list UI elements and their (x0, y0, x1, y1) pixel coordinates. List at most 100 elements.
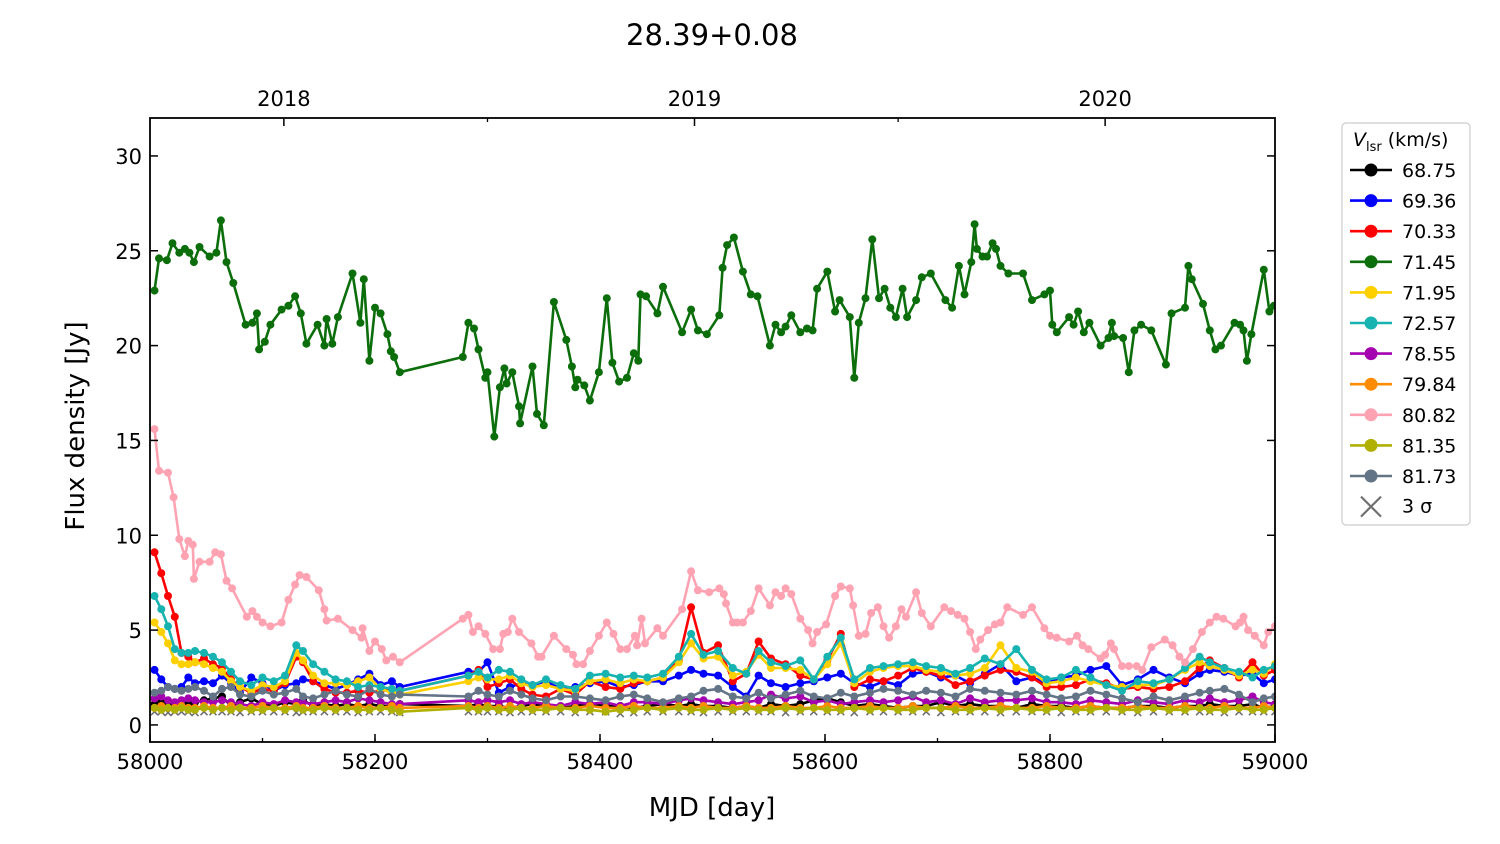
data-point (1132, 662, 1141, 671)
legend-cross-icon (1360, 495, 1382, 518)
data-point (395, 658, 404, 667)
data-point (630, 631, 639, 640)
data-point (1065, 313, 1074, 322)
data-point (292, 679, 301, 688)
series-layer (150, 216, 1275, 718)
data-point (1124, 368, 1133, 377)
data-point (601, 707, 610, 716)
data-point (1165, 705, 1174, 714)
data-point (699, 686, 708, 695)
data-point (228, 584, 237, 593)
data-point (252, 309, 261, 318)
data-point (313, 320, 322, 329)
data-point (1187, 275, 1196, 284)
data-point (845, 584, 854, 593)
data-point (269, 690, 278, 699)
data-point (966, 628, 975, 636)
data-point (781, 584, 790, 593)
axes: 58000 58200 58400 58600 58800 59000 0 5 10 15 20 25… (115, 87, 1308, 774)
data-point (494, 675, 503, 684)
data-point (1181, 303, 1189, 312)
data-point (227, 677, 235, 686)
data-point (868, 235, 877, 244)
data-point (236, 690, 244, 699)
data-point (980, 654, 989, 663)
data-point (714, 647, 723, 655)
data-point (291, 580, 300, 589)
data-point (157, 705, 166, 714)
data-point (299, 647, 307, 655)
data-point (742, 669, 751, 678)
data-point (601, 696, 610, 705)
data-point (1264, 628, 1273, 636)
data-point (1028, 665, 1036, 674)
data-point (359, 275, 368, 284)
data-point (723, 241, 732, 250)
data-point (184, 648, 193, 657)
x-tick-label: 58800 (1017, 750, 1084, 774)
data-point (733, 618, 742, 627)
legend-label: 81.73 (1402, 466, 1456, 488)
data-point (371, 303, 379, 312)
data-point (209, 705, 217, 714)
data-point (468, 628, 477, 636)
data-point (866, 664, 874, 672)
data-point (1003, 603, 1012, 612)
data-point (258, 681, 267, 690)
data-point (714, 703, 723, 712)
data-point (195, 243, 204, 251)
data-point (879, 622, 888, 631)
data-point (796, 328, 805, 337)
y-tick-label: 0 (129, 714, 142, 738)
data-point (1086, 673, 1095, 682)
data-point (500, 364, 509, 373)
data-point (796, 656, 805, 665)
data-point (1181, 658, 1189, 667)
data-point (1019, 269, 1027, 278)
legend-marker (1364, 438, 1378, 452)
data-point (483, 696, 492, 705)
data-point (387, 684, 396, 693)
data-point (348, 626, 357, 635)
data-point (295, 571, 304, 580)
data-point (866, 696, 874, 705)
data-point (746, 290, 755, 299)
legend-marker (1364, 163, 1378, 177)
data-point (1057, 673, 1066, 682)
data-point (754, 637, 763, 646)
y-tick-label: 30 (115, 145, 142, 169)
data-point (209, 679, 217, 688)
data-point (1197, 628, 1206, 636)
data-point (765, 601, 774, 610)
data-point (395, 707, 404, 716)
data-point (1168, 641, 1177, 650)
x-tick-label: 58000 (117, 750, 184, 774)
data-point (1181, 705, 1189, 714)
data-point (1118, 694, 1126, 703)
data-point (861, 629, 870, 638)
top-year-label: 2019 (668, 87, 721, 111)
data-point (1259, 694, 1268, 703)
data-point (200, 648, 208, 657)
data-point (579, 660, 588, 669)
data-point (996, 665, 1005, 674)
data-point (157, 692, 166, 701)
data-point (1149, 703, 1158, 712)
data-point (633, 641, 642, 650)
data-point (209, 692, 217, 701)
data-point (796, 679, 805, 688)
data-point (1271, 692, 1275, 701)
data-point (1205, 618, 1214, 627)
x-tick-label: 58400 (567, 750, 634, 774)
data-point (464, 703, 473, 712)
data-point (585, 677, 594, 686)
data-point (1220, 705, 1229, 714)
data-point (845, 313, 854, 322)
data-point (1138, 665, 1147, 674)
data-point (387, 677, 396, 686)
data-point (502, 379, 511, 388)
data-point (1248, 705, 1257, 714)
data-point (1124, 662, 1133, 671)
data-point (922, 698, 931, 707)
data-point (1019, 610, 1027, 619)
